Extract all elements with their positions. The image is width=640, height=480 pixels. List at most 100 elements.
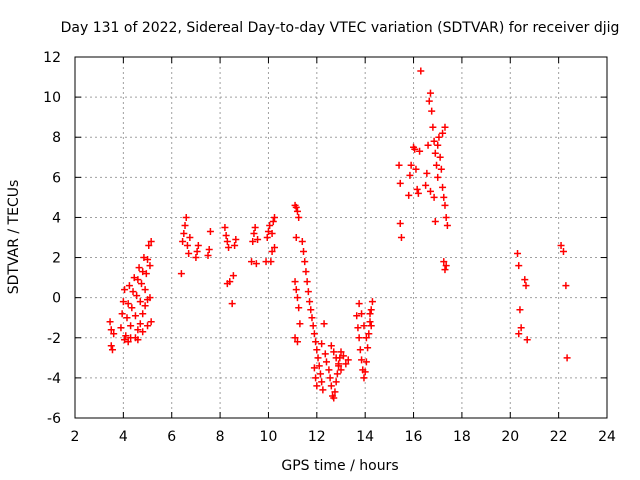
plot-frame [74, 56, 608, 419]
data-point [249, 238, 257, 246]
data-point [396, 179, 404, 187]
data-point [360, 374, 368, 382]
data-point [138, 280, 145, 288]
data-point [192, 254, 200, 262]
data-point [221, 223, 229, 231]
data-point [144, 256, 152, 264]
data-point [354, 324, 362, 332]
data-point [516, 306, 524, 314]
data-point [423, 169, 431, 177]
data-point [355, 300, 363, 308]
data-point [124, 338, 132, 346]
data-point [367, 322, 375, 330]
data-point [309, 322, 317, 330]
data-point [426, 89, 434, 97]
data-point [416, 147, 424, 155]
data-point [318, 340, 326, 348]
data-point [146, 262, 154, 270]
data-point [130, 274, 138, 282]
data-point [223, 238, 231, 246]
data-point [434, 141, 442, 149]
data-point [141, 286, 149, 294]
data-point [411, 145, 419, 153]
data-point [293, 294, 301, 302]
grid-lines [75, 57, 607, 418]
x-tick-label: 2 [71, 429, 80, 445]
y-tick-label: -6 [47, 411, 61, 427]
data-point [204, 252, 212, 260]
y-tick-label: 8 [52, 130, 61, 146]
data-point [206, 227, 214, 235]
data-point [146, 294, 154, 302]
data-point [407, 161, 415, 169]
data-point [310, 330, 318, 338]
data-point [142, 270, 150, 278]
data-point [521, 276, 529, 284]
data-point [337, 366, 345, 374]
data-point [397, 234, 405, 241]
y-tick-labels: -6 -4 -2 0 2 4 6 8 10 12 [43, 50, 61, 427]
data-point [124, 300, 132, 308]
data-point [205, 246, 213, 254]
data-point [395, 161, 403, 169]
data-point [313, 382, 321, 390]
data-point [367, 306, 375, 314]
data-point [307, 306, 315, 314]
data-point [194, 242, 202, 250]
data-point [435, 133, 443, 141]
data-point [131, 312, 139, 320]
y-tick-label: 10 [43, 90, 61, 106]
data-point [229, 272, 237, 280]
data-point [358, 356, 366, 364]
data-point [514, 250, 522, 258]
data-point [430, 193, 438, 201]
data-point [325, 366, 333, 374]
data-point [183, 242, 191, 250]
data-point [295, 213, 303, 221]
data-point [268, 229, 276, 237]
data-point [303, 278, 311, 286]
data-point [127, 334, 135, 342]
data-point [425, 97, 433, 105]
data-point [296, 320, 304, 328]
data-point [308, 314, 316, 322]
data-point [133, 292, 141, 300]
data-point [330, 348, 338, 356]
y-tick-label: 2 [52, 251, 61, 267]
data-point [134, 326, 142, 334]
data-point [322, 358, 330, 366]
data-point [426, 187, 434, 195]
data-point [332, 378, 340, 386]
data-point [125, 282, 133, 290]
data-point [108, 346, 116, 354]
data-point [362, 358, 370, 366]
data-point [292, 286, 300, 294]
data-point [342, 360, 350, 368]
data-point [263, 234, 271, 241]
chart-title: Day 131 of 2022, Sidereal Day-to-day VTE… [61, 20, 620, 36]
data-point [106, 318, 114, 326]
data-point [139, 268, 147, 276]
data-point [271, 213, 278, 221]
data-point [310, 364, 318, 372]
data-point [326, 374, 334, 382]
data-point [136, 320, 144, 328]
data-point [441, 266, 449, 274]
y-tick-label: 0 [52, 291, 61, 307]
data-point [117, 324, 125, 332]
data-point [441, 201, 449, 209]
data-point [144, 322, 152, 330]
y-axis-title: SDTVAR / TECUs [6, 180, 22, 295]
data-point [228, 300, 236, 308]
data-point [292, 203, 300, 211]
data-point [339, 352, 347, 360]
y-tick-label: 4 [52, 210, 61, 226]
data-point [291, 278, 299, 286]
data-point [396, 219, 404, 227]
data-point [361, 368, 369, 376]
data-point [424, 141, 432, 149]
data-point [563, 354, 571, 362]
data-point [232, 236, 240, 244]
data-point [139, 310, 147, 318]
data-point [405, 191, 413, 199]
